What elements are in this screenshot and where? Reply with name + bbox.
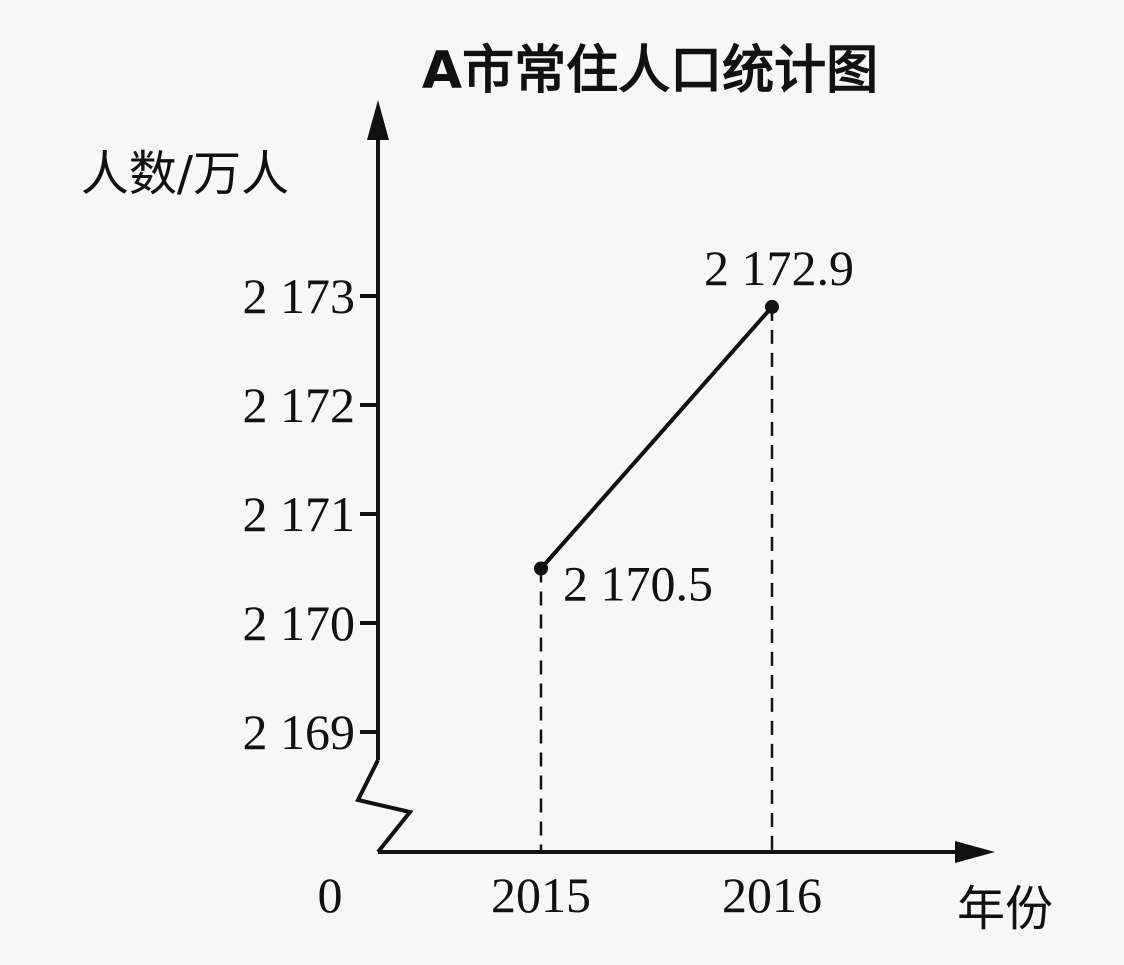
data-label: 2 172.9: [704, 240, 854, 296]
guide-lines: [539, 306, 774, 852]
series: 2 170.5 2 172.9: [534, 240, 854, 612]
y-axis-arrow: [367, 100, 389, 140]
y-tick-label: 2 171: [243, 486, 356, 542]
x-tick-label: 2016: [722, 867, 822, 923]
y-tick-label: 2 173: [243, 268, 356, 324]
y-tick-label: 2 172: [243, 377, 356, 433]
data-label: 2 170.5: [563, 556, 713, 612]
y-tick-label: 2 169: [243, 704, 356, 760]
origin-label: 0: [318, 867, 343, 923]
x-axis-label: 年份: [957, 881, 1053, 937]
data-point: [765, 299, 779, 314]
chart-title: A市常住人口统计图: [422, 41, 878, 101]
y-ticks: 2 169 2 170 2 171 2 172 2 173: [243, 268, 378, 760]
x-tick-label: 2015: [491, 867, 591, 923]
y-axis-break: [355, 759, 414, 854]
x-ticks: 2015 2016: [491, 867, 822, 923]
x-axis-arrow: [955, 841, 995, 863]
y-tick-label: 2 170: [243, 595, 356, 651]
y-axis-label: 人数/万人: [81, 146, 289, 202]
series-line: [539, 305, 774, 570]
data-point: [534, 561, 548, 576]
